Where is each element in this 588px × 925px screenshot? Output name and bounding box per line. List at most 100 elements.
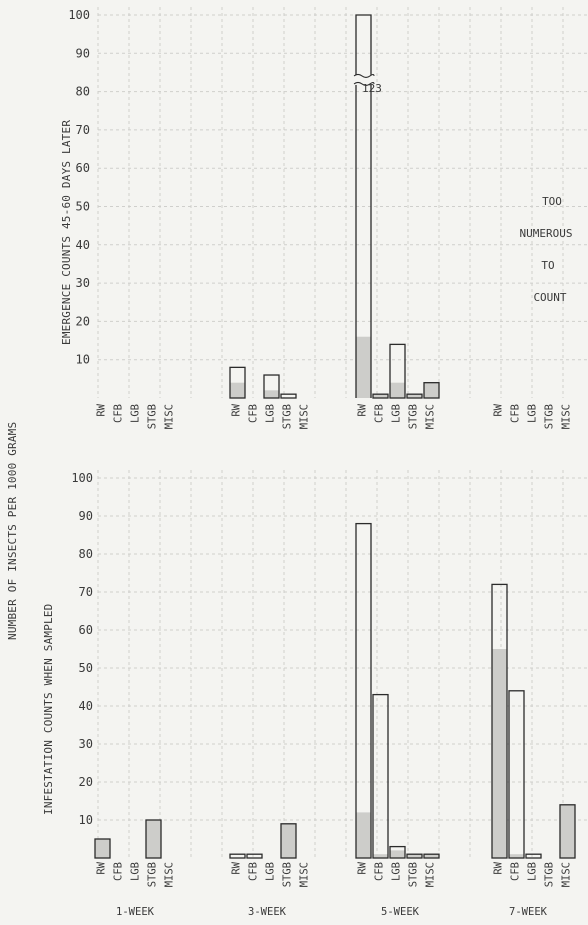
bar-shaded <box>509 854 524 858</box>
bar-shaded <box>407 854 422 858</box>
y-tick-label: 90 <box>76 46 90 60</box>
category-label: RW <box>357 403 369 416</box>
bar-shaded <box>390 850 405 858</box>
category-label: STGB <box>282 404 294 429</box>
note-line-3: TO <box>541 259 554 272</box>
y-tick-label: 70 <box>79 585 93 599</box>
bar-shaded <box>492 649 507 858</box>
category-label: LGB <box>391 862 403 881</box>
y-tick-label: 60 <box>79 623 93 637</box>
top-panel-ylabel: EMERGENCE COUNTS 45-60 DAYS LATER <box>60 120 73 345</box>
y-tick-label: 70 <box>76 123 90 137</box>
bar-shaded <box>230 382 245 398</box>
category-label: CFB <box>248 404 260 423</box>
y-tick-label: 30 <box>79 737 93 751</box>
y-tick-label: 50 <box>79 661 93 675</box>
bar-shaded <box>424 382 439 398</box>
bar-outline <box>508 690 525 859</box>
bar-shaded <box>264 390 279 398</box>
y-tick-label: 80 <box>79 547 93 561</box>
category-label: CFB <box>113 862 125 881</box>
category-label: MISC <box>561 862 573 887</box>
note-line-4: COUNT <box>533 291 566 304</box>
category-label: RW <box>493 403 505 416</box>
bar-shaded <box>424 854 439 858</box>
y-tick-label: 20 <box>76 314 90 328</box>
bar-break-gap <box>355 74 372 85</box>
bar-outline <box>263 374 280 399</box>
category-label: MISC <box>425 862 437 887</box>
category-label: LGB <box>265 862 277 881</box>
bar-outline <box>525 853 542 859</box>
category-label: STGB <box>282 862 294 887</box>
y-tick-label: 20 <box>79 775 93 789</box>
bar-outline <box>406 853 423 859</box>
bar-outline <box>145 819 162 859</box>
group-label: 7-WEEK <box>509 906 548 918</box>
category-label: LGB <box>130 862 142 881</box>
bar-outline <box>372 693 389 859</box>
category-label: RW <box>493 861 505 874</box>
y-tick-label: 40 <box>79 699 93 713</box>
category-label: MISC <box>164 862 176 887</box>
category-label: CFB <box>248 862 260 881</box>
bar-outline <box>229 366 246 399</box>
labels: 10 20 30 40 50 60 70 80 90 100 RW CFB LGB STGB MISC RW C… <box>68 8 572 918</box>
category-label: LGB <box>265 404 277 423</box>
category-label: CFB <box>510 404 522 423</box>
y-tick-label: 10 <box>76 353 90 367</box>
bar-break-mark <box>353 81 375 86</box>
y-tick-label: 100 <box>68 8 90 22</box>
bar-shaded <box>373 854 388 858</box>
y-tick-label: 90 <box>79 509 93 523</box>
bar-outline <box>423 382 440 399</box>
category-label: STGB <box>147 404 159 429</box>
category-label: MISC <box>561 404 573 429</box>
category-label: LGB <box>130 404 142 423</box>
category-label: CFB <box>113 404 125 423</box>
broken-bar-value: 123 <box>362 82 382 95</box>
category-label: MISC <box>164 404 176 429</box>
group-label: 3-WEEK <box>248 906 287 918</box>
bar-shaded <box>373 394 388 398</box>
bar-outline <box>280 823 297 859</box>
category-label: MISC <box>299 862 311 887</box>
y-tick-label: 60 <box>76 161 90 175</box>
bar-shaded <box>95 839 110 858</box>
category-label: LGB <box>527 404 539 423</box>
bar-outline <box>355 522 372 859</box>
bar-outline <box>389 343 406 399</box>
y-tick-label: 10 <box>79 813 93 827</box>
bar-shaded <box>356 336 371 398</box>
category-label: LGB <box>527 862 539 881</box>
category-label: RW <box>96 861 108 874</box>
category-label: MISC <box>425 404 437 429</box>
bar-break-mark <box>353 73 375 78</box>
bar-shaded <box>281 823 296 858</box>
category-label: RW <box>231 403 243 416</box>
category-label: STGB <box>408 404 420 429</box>
bar-outline <box>372 393 389 399</box>
bar-outline <box>246 853 263 859</box>
bar-outline <box>94 838 111 859</box>
note-line-1: TOO <box>542 195 562 208</box>
bar-outline <box>491 583 508 859</box>
y-axis-label: NUMBER OF INSECTS PER 1000 GRAMS <box>6 422 19 640</box>
category-label: STGB <box>147 862 159 887</box>
category-label: RW <box>357 861 369 874</box>
category-label: STGB <box>544 862 556 887</box>
category-label: CFB <box>374 404 386 423</box>
bar-outline <box>280 393 297 399</box>
group-label: 1-WEEK <box>116 906 155 918</box>
y-tick-label: 40 <box>76 238 90 252</box>
y-tick-label: 80 <box>76 85 90 99</box>
bars <box>94 14 576 859</box>
y-tick-label: 50 <box>76 200 90 214</box>
bar-shaded <box>146 820 161 858</box>
category-label: RW <box>231 861 243 874</box>
bar-outline <box>559 804 576 859</box>
category-label: LGB <box>391 404 403 423</box>
bar-shaded <box>560 804 575 858</box>
